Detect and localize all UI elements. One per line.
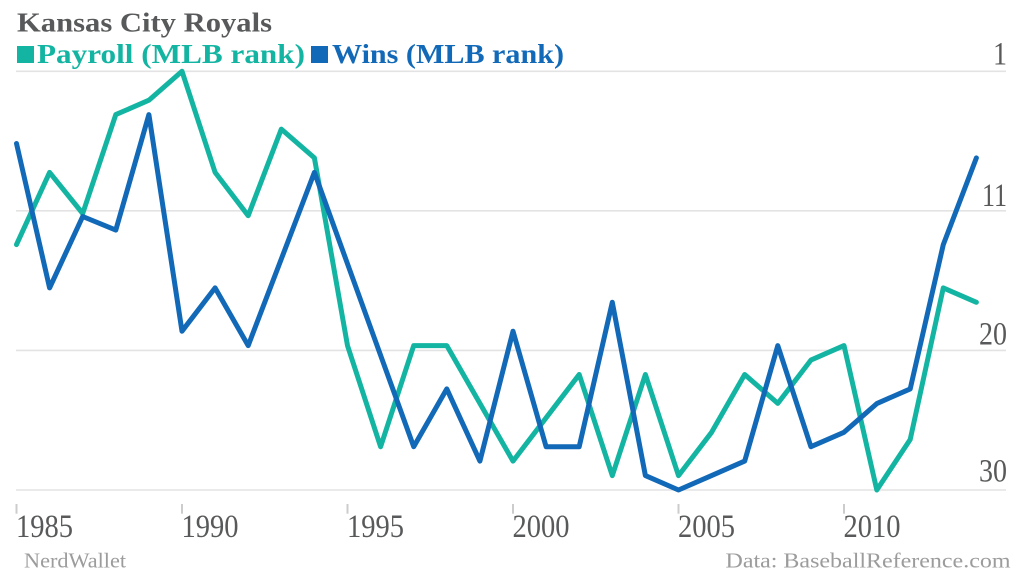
svg-text:NerdWallet: NerdWallet [24, 549, 126, 573]
svg-text:2010: 2010 [844, 509, 901, 545]
svg-text:20: 20 [979, 316, 1007, 352]
svg-text:2005: 2005 [678, 509, 735, 545]
svg-text:1990: 1990 [182, 509, 239, 545]
svg-text:1985: 1985 [16, 509, 73, 545]
svg-text:Data: BaseballReference.com: Data: BaseballReference.com [726, 549, 1011, 573]
svg-text:11: 11 [982, 178, 1007, 214]
svg-text:1: 1 [993, 36, 1007, 72]
svg-text:Kansas City Royals: Kansas City Royals [17, 8, 272, 38]
svg-text:Payroll (MLB rank): Payroll (MLB rank) [37, 39, 305, 69]
svg-text:Wins (MLB rank): Wins (MLB rank) [332, 39, 564, 69]
svg-text:1995: 1995 [347, 509, 404, 545]
svg-text:2000: 2000 [513, 509, 570, 545]
svg-text:30: 30 [979, 454, 1007, 490]
